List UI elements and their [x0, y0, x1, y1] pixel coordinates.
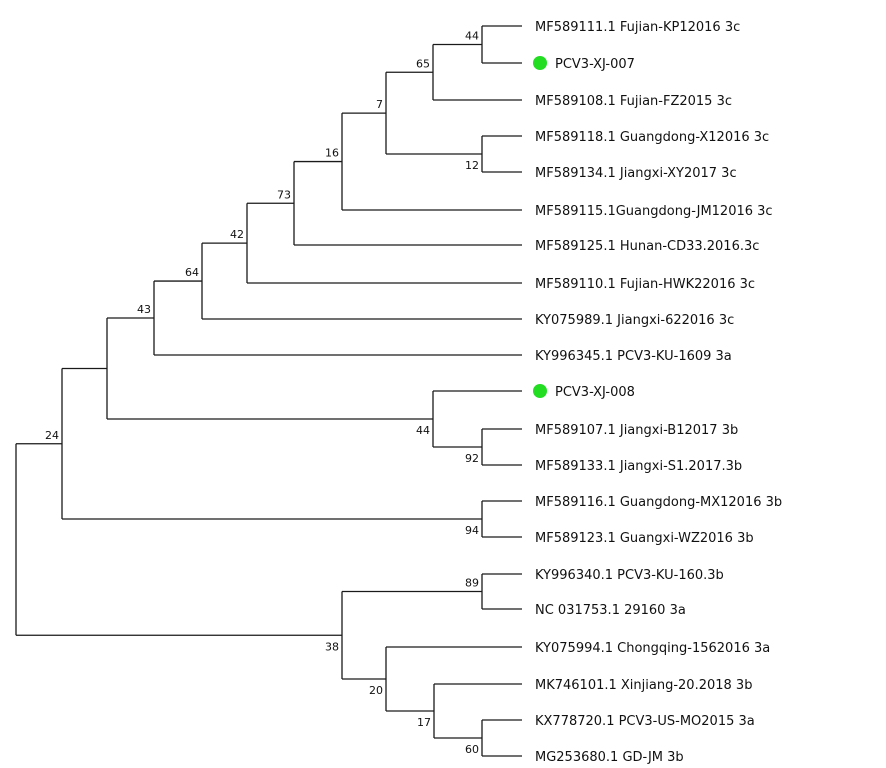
marker-dot-icon [533, 384, 547, 398]
leaf-label: KY075994.1 Chongqing-1562016 3a [535, 641, 770, 656]
bootstrap-value: 38 [325, 640, 339, 653]
leaf-label: MF589123.1 Guangxi-WZ2016 3b [535, 531, 754, 546]
leaf-label: MF589115.1Guangdong-JM12016 3c [535, 204, 773, 219]
leaf-label: KY075989.1 Jiangxi-622016 3c [535, 313, 734, 328]
bootstrap-value: 64 [185, 266, 199, 279]
leaf-label: MF589116.1 Guangdong-MX12016 3b [535, 495, 782, 510]
bootstrap-value: 24 [45, 429, 59, 442]
leaf-label: KY996345.1 PCV3-KU-1609 3a [535, 349, 732, 364]
leaf-label: MF589118.1 Guangdong-X12016 3c [535, 130, 769, 145]
bootstrap-value: 89 [465, 577, 479, 590]
leaf-labels: MF589111.1 Fujian-KP12016 3c PCV3-XJ-007 M… [533, 20, 782, 765]
bootstrap-value: 16 [325, 147, 339, 160]
leaf-label: KX778720.1 PCV3-US-MO2015 3a [535, 714, 755, 729]
leaf-label: MF589107.1 Jiangxi-B12017 3b [535, 423, 738, 438]
leaf-label: MG253680.1 GD-JM 3b [535, 750, 684, 765]
leaf-label: NC 031753.1 29160 3a [535, 603, 686, 618]
bootstrap-values: 44 65 12 7 16 73 42 64 43 92 44 94 24 89 60 17 20 38 [45, 30, 479, 757]
bootstrap-value: 20 [369, 684, 383, 697]
bootstrap-value: 92 [465, 452, 479, 465]
marker-dot-icon [533, 56, 547, 70]
bootstrap-value: 44 [416, 424, 430, 437]
bootstrap-value: 73 [277, 188, 291, 201]
bootstrap-value: 44 [465, 30, 479, 43]
bootstrap-value: 94 [465, 524, 479, 537]
leaf-label: MF589111.1 Fujian-KP12016 3c [535, 20, 740, 35]
leaf-label: MF589134.1 Jiangxi-XY2017 3c [535, 166, 737, 181]
bootstrap-value: 7 [376, 98, 383, 111]
bootstrap-value: 60 [465, 743, 479, 756]
leaf-label: PCV3-XJ-008 [555, 385, 635, 400]
bootstrap-value: 43 [137, 303, 151, 316]
leaf-label: PCV3-XJ-007 [555, 57, 635, 72]
leaf-label: MF589108.1 Fujian-FZ2015 3c [535, 94, 732, 109]
leaf-label: MF589110.1 Fujian-HWK22016 3c [535, 277, 755, 292]
bootstrap-value: 17 [417, 716, 431, 729]
bootstrap-value: 12 [465, 159, 479, 172]
bootstrap-value: 42 [230, 228, 244, 241]
leaf-label: MK746101.1 Xinjiang-20.2018 3b [535, 678, 752, 693]
tree-branches [15, 25, 522, 757]
leaf-label: MF589133.1 Jiangxi-S1.2017.3b [535, 459, 742, 474]
leaf-label: MF589125.1 Hunan-CD33.2016.3c [535, 239, 759, 254]
bootstrap-value: 65 [416, 57, 430, 70]
leaf-label: KY996340.1 PCV3-KU-160.3b [535, 568, 724, 583]
